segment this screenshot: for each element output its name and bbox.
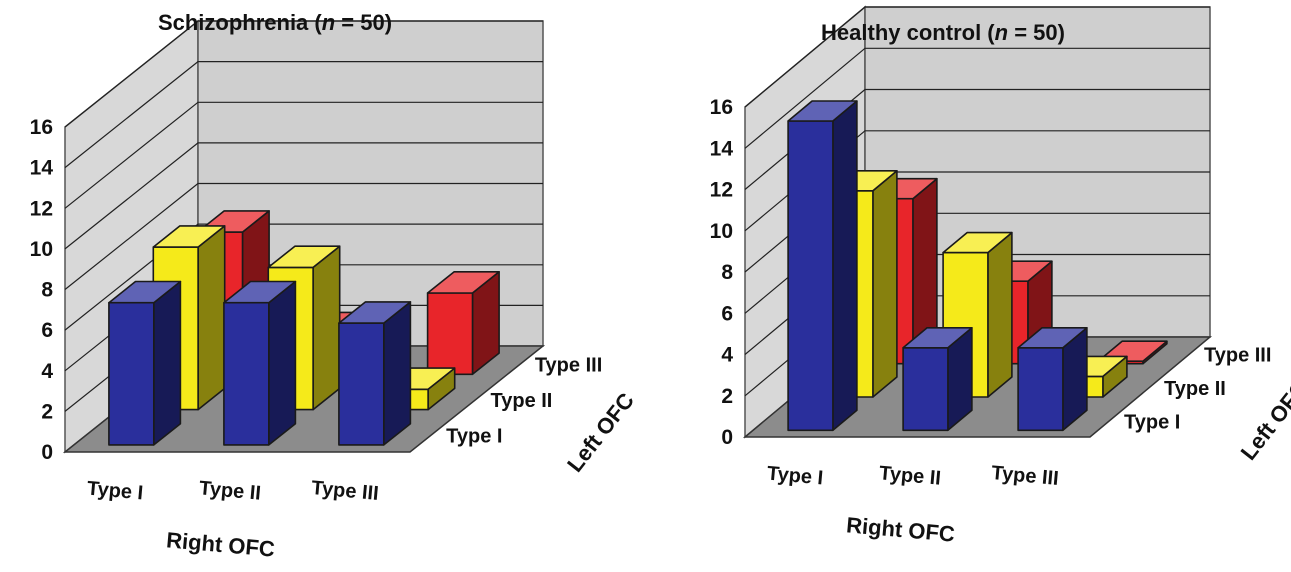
z-category-label: Type II: [1164, 378, 1226, 400]
y-tick-label: 6: [41, 319, 53, 342]
chart-title-suffix: = 50): [335, 10, 392, 35]
z-axis-title: Left OFC: [1236, 376, 1291, 465]
bar-top-face: [902, 326, 973, 349]
x-axis-title: Right OFC: [845, 512, 956, 546]
y-tick-labels: 0 2 4 6 8 10 12 14 16: [710, 96, 734, 449]
bar-top-face: [267, 245, 341, 269]
x-category-label: Type III: [310, 477, 379, 505]
bar-top-face: [108, 280, 182, 304]
gridline: [744, 88, 1210, 190]
x-category-label: Type II: [198, 477, 262, 504]
z-category-label: Type III: [1204, 345, 1271, 367]
chart-title: Schizophrenia (n = 50): [158, 10, 392, 35]
gridline: [744, 47, 1210, 149]
gridline: [64, 142, 543, 250]
bar: [426, 270, 500, 376]
x-category-label: Type I: [86, 478, 144, 505]
bar-top-face: [152, 225, 226, 248]
bar: [902, 326, 973, 432]
z-category-labels: Type I Type II Type III: [1124, 345, 1271, 434]
chart-title-prefix: Healthy control (: [821, 20, 995, 45]
bar: [108, 280, 182, 446]
bar-front-face: [338, 322, 385, 446]
gridline: [744, 6, 1210, 108]
y-tick-label: 10: [30, 238, 53, 261]
y-tick-label: 8: [721, 261, 733, 284]
x-category-labels: Type I Type II Type III: [86, 477, 380, 505]
x-category-label: Type II: [878, 462, 942, 489]
y-tick-label: 6: [721, 302, 733, 325]
chart-title-suffix: = 50): [1008, 20, 1065, 45]
y-tick-label: 4: [721, 344, 733, 367]
chart-title-n: n: [995, 20, 1008, 45]
bar-side-face: [153, 280, 182, 446]
x-category-labels: Type I Type II Type III: [766, 462, 1060, 490]
z-category-labels: Type I Type II Type III: [446, 355, 602, 448]
bar-front-face: [108, 301, 155, 446]
y-tick-label: 16: [30, 116, 53, 139]
bar-front-face: [787, 120, 834, 432]
bar-top-face: [223, 280, 297, 304]
bar-front-face: [1017, 346, 1064, 432]
y-tick-label: 10: [710, 220, 733, 243]
bar-top-face: [338, 301, 412, 324]
bar: [942, 231, 1013, 398]
bar-side-face: [197, 225, 226, 411]
bar-side-face: [987, 231, 1013, 398]
x-category-label: Type III: [990, 462, 1059, 490]
chart-title-n: n: [322, 10, 335, 35]
chart-title: Healthy control (n = 50): [821, 20, 1065, 45]
bars: [787, 100, 1168, 432]
y-tick-label: 12: [710, 179, 733, 202]
bar-side-face: [382, 301, 412, 446]
bars: [108, 210, 500, 446]
bar: [223, 280, 297, 446]
gridline: [744, 130, 1210, 232]
z-axis-title: Left OFC: [562, 388, 639, 477]
x-category-label: Type I: [766, 463, 824, 490]
gridline: [64, 101, 543, 209]
gridline: [64, 182, 543, 290]
y-tick-label: 14: [710, 137, 734, 160]
bar-side-face: [267, 280, 297, 446]
bar: [1017, 326, 1088, 432]
y-tick-label: 16: [710, 96, 733, 119]
bar-side-face: [872, 170, 898, 398]
y-tick-label: 14: [30, 157, 54, 180]
z-category-label: Type I: [1124, 411, 1180, 433]
bar-top-face: [1017, 326, 1088, 349]
y-tick-label: 2: [41, 400, 53, 423]
bar-front-face: [426, 292, 474, 376]
y-tick-label: 0: [41, 441, 53, 464]
bar-front-face: [902, 346, 949, 432]
y-tick-label: 0: [721, 426, 733, 449]
bar-top-face: [787, 100, 858, 122]
z-category-label: Type III: [535, 355, 602, 377]
gridline: [64, 223, 543, 331]
gridline: [64, 60, 543, 169]
bar-top-face: [426, 270, 500, 294]
chart-title-prefix: Schizophrenia (: [158, 10, 322, 35]
bar-side-face: [832, 100, 858, 432]
y-tick-label: 8: [41, 279, 53, 302]
bar: [787, 100, 858, 432]
y-tick-labels: 0 2 4 6 8 10 12 14 16: [30, 116, 54, 464]
z-category-label: Type I: [446, 425, 502, 447]
bar: [338, 301, 412, 446]
z-category-label: Type II: [491, 390, 553, 412]
y-tick-label: 12: [30, 197, 53, 220]
bar-top-face: [942, 231, 1013, 254]
y-tick-label: 2: [721, 385, 733, 408]
y-tick-label: 4: [41, 360, 53, 383]
gridline: [64, 20, 543, 128]
bar-side-face: [312, 245, 341, 411]
bar-front-face: [223, 301, 270, 446]
x-axis-title: Right OFC: [165, 527, 276, 561]
